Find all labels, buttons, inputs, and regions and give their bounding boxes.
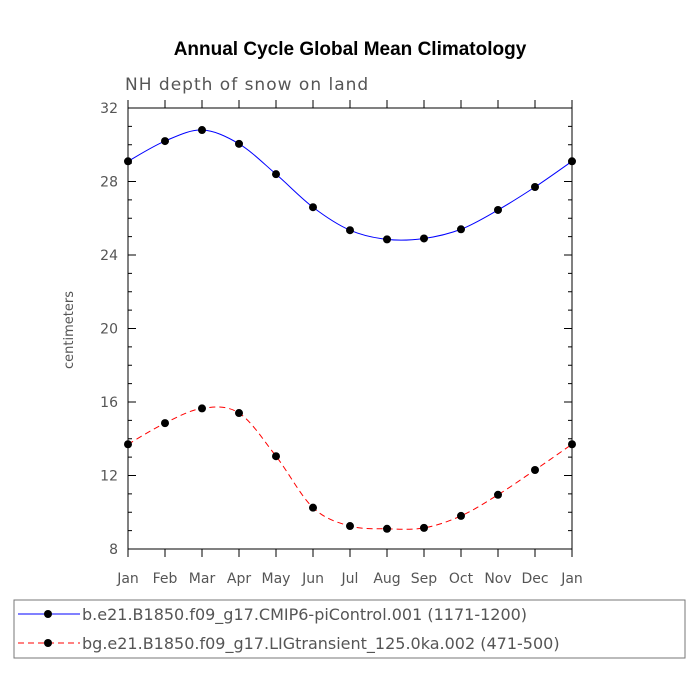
chart-subtitle: NH depth of snow on land — [125, 75, 369, 95]
series-1-point — [494, 490, 502, 499]
y-tick-label: 12 — [100, 469, 118, 485]
series-0-point — [198, 126, 206, 135]
series-1-point — [531, 465, 539, 474]
series-0-point — [272, 170, 280, 179]
y-tick-label: 20 — [100, 322, 118, 338]
series-1-point — [383, 524, 391, 533]
series-1-point — [272, 452, 280, 461]
y-axis-label: centimeters — [62, 291, 77, 369]
y-tick-label: 24 — [100, 248, 118, 264]
series-0-point — [494, 205, 502, 214]
chart-title: Annual Cycle Global Mean Climatology — [174, 39, 527, 60]
y-tick-label: 8 — [109, 542, 118, 558]
x-tick-label: Aug — [373, 571, 400, 587]
series-0-point — [531, 183, 539, 192]
series-line-0 — [127, 129, 573, 241]
legend-label-0: b.e21.B1850.f09_g17.CMIP6-piControl.001 … — [82, 605, 527, 625]
legend: b.e21.B1850.f09_g17.CMIP6-piControl.001 … — [13, 599, 686, 659]
y-tick-label: 28 — [100, 175, 118, 191]
y-tick-label: 16 — [100, 395, 118, 411]
series-0-point — [346, 226, 354, 235]
plot-frame — [127, 107, 573, 550]
x-tick-label: Mar — [189, 571, 216, 587]
series-line-1 — [127, 406, 573, 530]
x-tick-label: Dec — [521, 571, 548, 587]
series-0-point — [161, 137, 169, 146]
legend-label-1: bg.e21.B1850.f09_g17.LIGtransient_125.0k… — [82, 634, 560, 654]
x-tick-label: Apr — [227, 571, 251, 587]
series-0-point — [568, 157, 576, 166]
series-1-point — [235, 409, 243, 418]
x-tick-label: Oct — [449, 571, 474, 587]
series-1-point — [161, 419, 169, 428]
axes-ticks — [127, 100, 573, 557]
series-0-point — [124, 157, 132, 166]
x-tick-label: Jul — [341, 571, 359, 587]
x-tick-label: Jun — [301, 571, 324, 587]
series-0-point — [420, 234, 428, 243]
series-1-point — [457, 511, 465, 520]
series-1-point — [198, 404, 206, 413]
y-tick-labels: 8 12 16 20 24 28 32 — [100, 101, 118, 558]
y-tick-label: 32 — [100, 101, 118, 117]
legend-marker-1 — [44, 639, 52, 647]
x-tick-label: Sep — [411, 571, 438, 587]
series-0-point — [235, 139, 243, 148]
series-1-point — [568, 440, 576, 449]
x-tick-label: Jan — [116, 571, 139, 587]
series-0-point — [383, 235, 391, 244]
series-1-point — [420, 523, 428, 532]
legend-marker-0 — [44, 610, 52, 618]
series-0-point — [457, 225, 465, 234]
series-layer — [124, 126, 576, 533]
series-1-point — [309, 503, 317, 512]
x-tick-labels: Jan Feb Mar Apr May Jun Jul Aug Sep Oct Nov Dec Jan — [116, 571, 583, 587]
x-tick-label: Feb — [153, 571, 178, 587]
x-tick-label: Nov — [484, 571, 511, 587]
series-1-point — [346, 522, 354, 531]
x-tick-label: Jan — [560, 571, 583, 587]
series-0-point — [309, 203, 317, 212]
series-1-point — [124, 440, 132, 449]
legend-box — [13, 599, 686, 659]
x-tick-label: May — [262, 571, 291, 587]
